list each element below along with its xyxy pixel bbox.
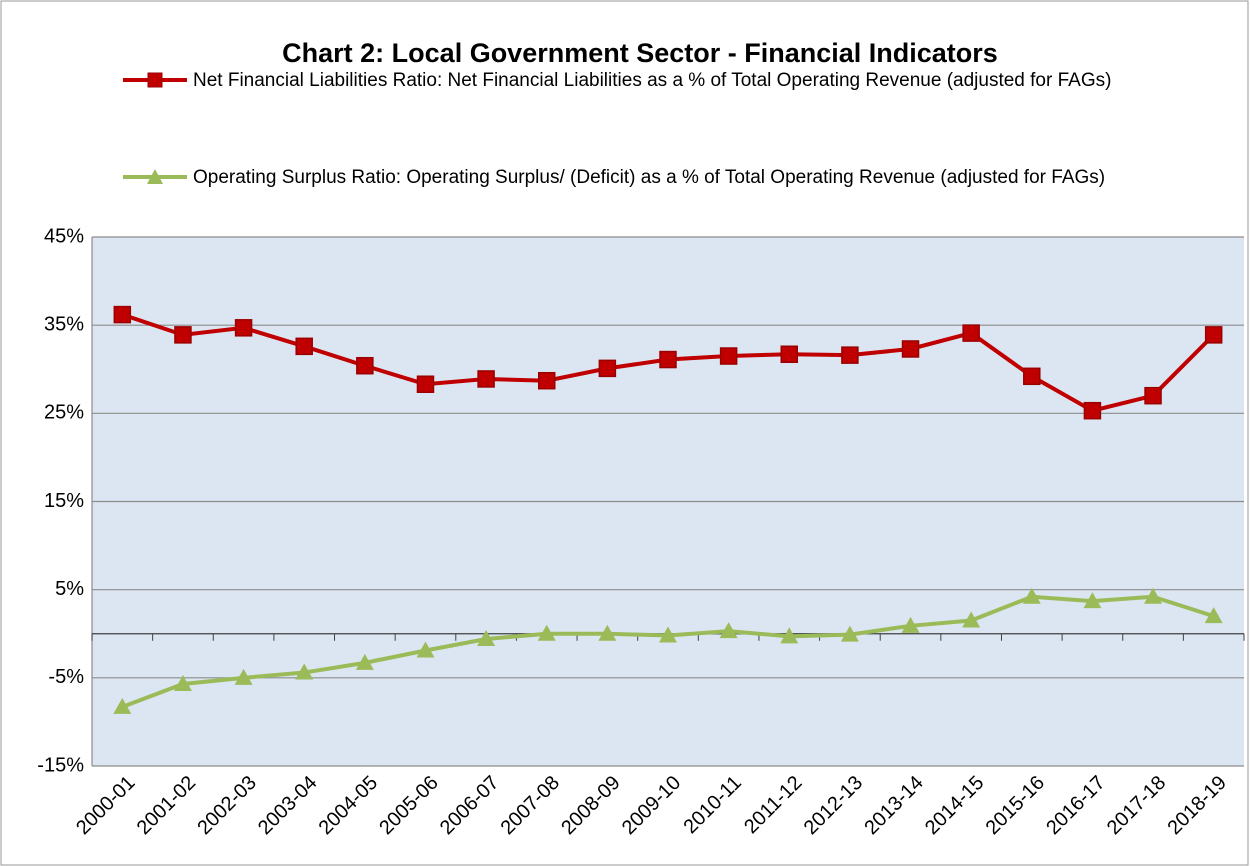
marker: [1204, 607, 1223, 624]
marker: [598, 624, 617, 641]
marker: [780, 345, 799, 364]
y-tick-label: 5%: [55, 578, 84, 600]
marker: [1083, 592, 1102, 609]
marker: [598, 359, 617, 378]
marker: [1022, 587, 1041, 604]
marker: [659, 626, 677, 643]
marker: [537, 624, 556, 641]
marker: [1083, 401, 1102, 420]
marker: [962, 324, 980, 342]
legend-item: Operating Surplus Ratio: Operating Surpl…: [123, 165, 1193, 190]
marker: [780, 627, 799, 644]
marker: [113, 697, 132, 714]
chart-title: Chart 2: Local Government Sector - Finan…: [282, 38, 998, 68]
marker: [416, 375, 435, 393]
marker: [901, 616, 920, 633]
marker: [659, 350, 677, 369]
marker: [1144, 386, 1162, 405]
legend-marker: [147, 169, 163, 184]
marker: [113, 305, 132, 324]
legend-label: Net Financial Liabilities Ratio: Net Fin…: [193, 70, 1112, 91]
marker: [234, 319, 253, 337]
y-tick-label: 15%: [44, 490, 84, 512]
marker: [416, 641, 435, 658]
marker: [295, 337, 313, 356]
marker: [1144, 587, 1163, 604]
legend-swatch: [123, 169, 187, 184]
legend-label: Operating Surplus Ratio: Operating Surpl…: [193, 167, 1106, 188]
marker: [355, 653, 374, 670]
marker: [537, 371, 556, 390]
marker: [173, 675, 192, 692]
marker: [174, 326, 192, 344]
y-tick-label: 35%: [44, 313, 84, 335]
y-tick-label: -5%: [48, 666, 84, 688]
y-tick-label: -15%: [37, 754, 84, 776]
marker: [356, 356, 374, 375]
y-tick-label: 45%: [44, 225, 84, 247]
marker: [719, 622, 738, 639]
marker: [962, 611, 981, 628]
marker: [840, 625, 859, 642]
marker: [477, 370, 495, 388]
marker: [477, 630, 496, 647]
legend-swatch: [123, 72, 187, 88]
marker: [1023, 367, 1041, 386]
marker: [901, 340, 920, 358]
legend-marker: [147, 72, 163, 88]
marker: [1204, 326, 1223, 344]
y-tick-label: 25%: [44, 402, 84, 424]
legend-item: Net Financial Liabilities Ratio: Net Fin…: [123, 68, 1193, 93]
marker: [234, 668, 253, 685]
marker: [719, 347, 738, 365]
marker: [295, 663, 314, 680]
marker: [841, 346, 859, 364]
